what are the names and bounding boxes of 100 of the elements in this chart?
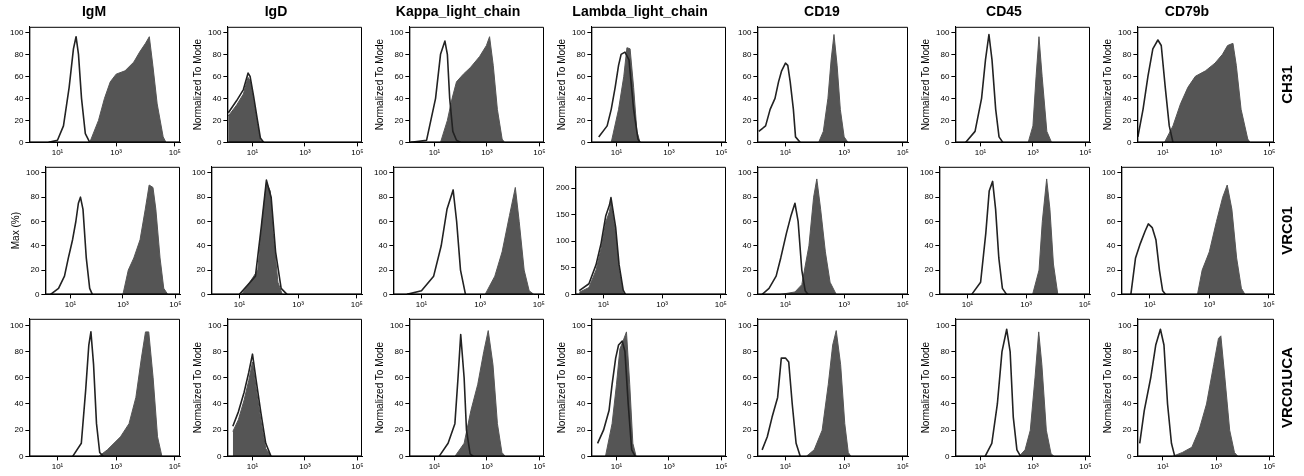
x-tick-label: 10³ [1210,462,1223,472]
x-tick-label: 10¹ [610,148,623,158]
y-tick-label: 40 [576,399,586,409]
y-tick-label: 60 [212,71,222,81]
y-tick-label: 80 [1122,49,1132,59]
y-tick-label: 40 [14,93,24,103]
y-tick-label: 40 [742,93,752,103]
x-tick-label: 10³ [838,148,851,158]
chart-title: CD19 [804,3,841,20]
x-tick-label: 10¹ [246,462,259,472]
chart-title: CD79b [1164,3,1210,20]
y-tick-label: 80 [30,192,40,202]
y-tick-label: 20 [394,425,404,435]
y-tick-label: 20 [394,115,404,125]
y-tick-label: 60 [14,372,24,382]
x-tick-label: 10¹ [779,300,792,310]
x-tick-label: 10³ [110,148,123,158]
x-tick-label: 10⁵ [351,148,364,158]
x-tick-label: 10⁵ [896,462,909,472]
x-tick-label: 10⁵ [169,300,182,310]
y-tick-label: 20 [14,115,24,125]
x-tick-label: 10³ [481,462,494,472]
x-tick-label: 10¹ [779,148,792,158]
y-tick-label: 0 [216,137,222,147]
y-tick-label: 80 [924,192,934,202]
y-tick-label: 100 [373,168,388,178]
y-tick-label: 0 [1110,289,1116,299]
x-tick-label: 10⁵ [1262,300,1275,310]
y-tick-label: 200 [555,183,570,193]
x-tick-label: 10³ [838,300,851,310]
y-tick-label: 100 [207,320,222,330]
y-tick-label: 0 [944,137,950,147]
x-tick-label: 10⁵ [1079,148,1092,158]
y-tick-label: 100 [207,27,222,37]
y-tick-label: 80 [196,192,206,202]
y-axis-title: Normalized To Mode [555,38,567,131]
y-tick-label: 60 [1122,71,1132,81]
x-tick-label: 10¹ [1157,462,1169,472]
y-tick-label: 0 [746,137,752,147]
y-tick-label: 0 [382,289,388,299]
y-tick-label: 100 [389,27,404,37]
y-tick-label: 100 [25,168,40,178]
x-tick-label: 10³ [292,300,305,310]
x-tick-label: 10¹ [428,148,441,158]
y-tick-label: 20 [576,425,586,435]
y-axis-title: Normalized To Mode [191,341,203,434]
y-axis-title: Normalized To Mode [1101,341,1113,434]
y-tick-label: 60 [742,372,752,382]
y-tick-label: 80 [14,346,24,356]
text: CH31 [1278,65,1296,104]
y-tick-label: 0 [200,289,206,299]
x-tick-label: 10⁵ [168,462,181,472]
x-tick-label: 10³ [110,462,123,472]
y-tick-label: 40 [1122,399,1132,409]
y-tick-label: 40 [14,399,24,409]
x-tick-label: 10⁵ [351,462,364,472]
y-tick-label: 80 [212,49,222,59]
y-tick-label: 40 [378,240,388,250]
y-tick-label: 100 [737,168,752,178]
y-tick-label: 20 [212,425,222,435]
y-tick-label: 40 [940,399,950,409]
y-tick-label: 60 [196,216,206,226]
x-tick-label: 10⁵ [715,148,728,158]
y-tick-label: 80 [394,346,404,356]
y-tick-label: 20 [196,265,206,275]
y-tick-label: 100 [1117,320,1132,330]
y-tick-label: 0 [216,451,222,461]
y-tick-label: 40 [924,240,934,250]
x-tick-label: 10⁵ [532,300,545,310]
y-tick-label: 0 [398,451,404,461]
y-tick-label: 0 [928,289,934,299]
y-tick-label: 100 [555,236,570,246]
y-tick-label: 80 [940,346,950,356]
y-tick-label: 40 [394,93,404,103]
text: VRC01UCA [1278,347,1296,429]
y-tick-label: 20 [14,425,24,435]
y-tick-label: 100 [919,168,934,178]
x-tick-label: 10³ [663,148,676,158]
y-tick-label: 40 [196,240,206,250]
y-tick-label: 40 [1122,93,1132,103]
y-tick-label: 20 [212,115,222,125]
y-tick-label: 80 [378,192,388,202]
y-tick-label: 100 [1117,27,1132,37]
x-tick-label: 10¹ [961,300,974,310]
chart-title: IgM [81,3,107,20]
y-tick-label: 60 [394,372,404,382]
y-tick-label: 80 [742,192,752,202]
y-axis-title: Normalized To Mode [191,38,203,131]
y-tick-label: 100 [571,27,586,37]
y-tick-label: 100 [9,27,24,37]
y-axis-title: Normalized To Mode [373,38,385,131]
chart-title: CD45 [986,3,1023,20]
y-tick-label: 40 [576,93,586,103]
y-tick-label: 60 [924,216,934,226]
y-axis-title: Max (%) [9,211,21,250]
y-tick-label: 40 [742,399,752,409]
y-tick-label: 50 [560,263,570,273]
y-tick-label: 20 [940,115,950,125]
y-tick-label: 20 [1122,115,1132,125]
x-tick-label: 10⁵ [896,148,909,158]
